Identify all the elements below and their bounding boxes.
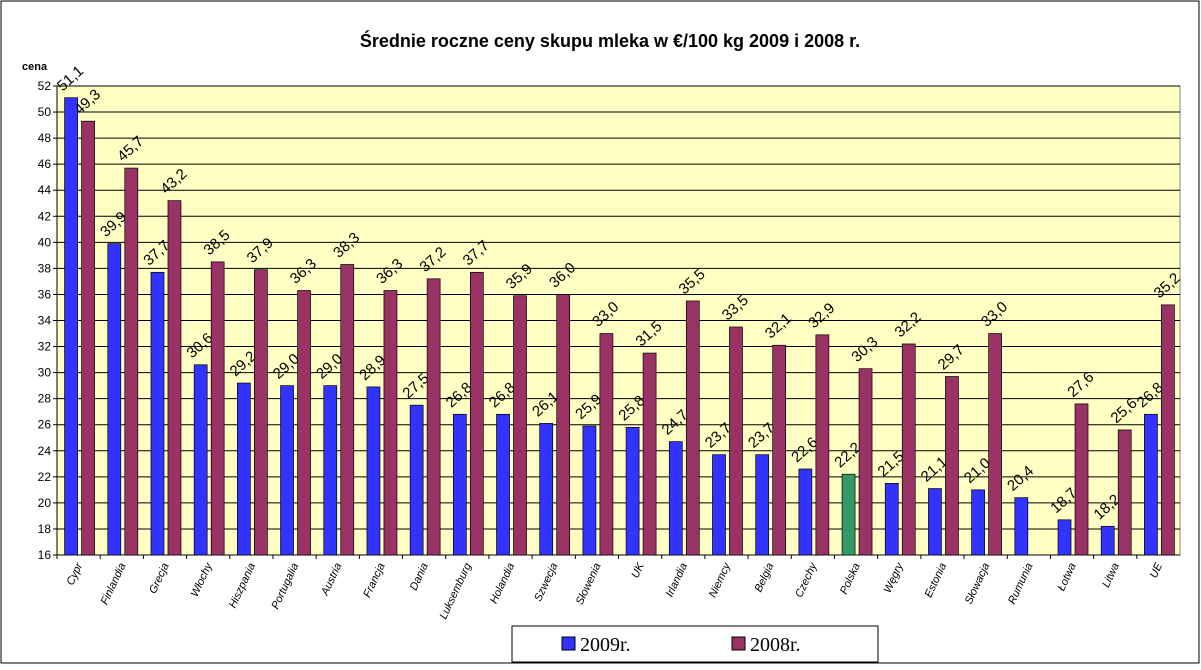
y-tick-label: 34 bbox=[38, 314, 52, 328]
bar bbox=[971, 489, 985, 556]
bar bbox=[297, 290, 311, 556]
bar bbox=[124, 167, 139, 556]
bar bbox=[81, 120, 95, 556]
bar bbox=[901, 343, 916, 556]
bar bbox=[426, 278, 441, 556]
chart-title: Średnie roczne ceny skupu mleka w €/100 … bbox=[360, 30, 860, 51]
bar bbox=[469, 271, 484, 556]
bar bbox=[729, 326, 743, 556]
bar bbox=[452, 413, 467, 556]
bar bbox=[755, 454, 770, 556]
y-tick-label: 42 bbox=[38, 209, 52, 223]
bar bbox=[409, 404, 424, 556]
bar bbox=[254, 269, 268, 556]
bar bbox=[64, 97, 78, 556]
y-tick-label: 28 bbox=[38, 392, 52, 406]
bar bbox=[841, 473, 856, 556]
bar bbox=[988, 333, 1002, 556]
bar bbox=[884, 482, 899, 556]
y-tick-label: 30 bbox=[38, 366, 52, 380]
bar bbox=[928, 488, 942, 556]
y-tick-label: 24 bbox=[38, 444, 52, 458]
bar bbox=[513, 295, 527, 556]
bar bbox=[668, 441, 683, 556]
bar bbox=[858, 368, 873, 556]
y-tick-label: 18 bbox=[38, 522, 52, 536]
bar bbox=[582, 425, 597, 556]
bar bbox=[642, 352, 657, 556]
y-tick-label: 22 bbox=[38, 470, 52, 484]
y-tick-label: 44 bbox=[38, 183, 52, 197]
bar bbox=[798, 468, 813, 556]
y-tick-label: 48 bbox=[38, 131, 52, 145]
bar bbox=[237, 382, 251, 556]
bar bbox=[1117, 429, 1132, 556]
bar bbox=[599, 333, 614, 556]
bar bbox=[150, 271, 165, 556]
bar bbox=[685, 300, 700, 556]
bar bbox=[193, 364, 208, 556]
y-axis-label: cena bbox=[22, 61, 48, 73]
legend-label: 2009r. bbox=[580, 634, 631, 656]
y-tick-label: 26 bbox=[38, 418, 52, 432]
y-tick-label: 50 bbox=[38, 105, 52, 119]
y-tick-label: 32 bbox=[38, 340, 52, 354]
y-tick-label: 38 bbox=[38, 261, 52, 275]
bar bbox=[1100, 525, 1115, 556]
y-tick-label: 20 bbox=[38, 496, 52, 510]
legend-label: 2008r. bbox=[750, 634, 801, 656]
y-tick-label: 52 bbox=[38, 79, 52, 93]
y-tick-label: 40 bbox=[38, 235, 52, 249]
y-tick-label: 16 bbox=[38, 548, 52, 562]
bar bbox=[1144, 413, 1158, 556]
bar bbox=[945, 376, 959, 556]
bar bbox=[556, 294, 571, 556]
bar bbox=[625, 426, 640, 556]
bar bbox=[280, 385, 294, 556]
bar bbox=[1014, 497, 1029, 556]
bar bbox=[712, 454, 726, 556]
y-tick-label: 36 bbox=[38, 287, 52, 301]
bar bbox=[366, 386, 381, 556]
legend-swatch bbox=[731, 636, 746, 651]
legend-swatch bbox=[561, 636, 576, 651]
bar bbox=[107, 243, 122, 556]
bar bbox=[496, 413, 510, 556]
bar bbox=[210, 261, 225, 556]
bar bbox=[167, 200, 182, 556]
bar bbox=[1161, 304, 1175, 556]
bar bbox=[539, 423, 554, 556]
bar bbox=[383, 290, 398, 556]
bar bbox=[815, 334, 830, 556]
bar bbox=[323, 385, 338, 556]
bar bbox=[772, 344, 787, 556]
bar bbox=[1057, 519, 1072, 556]
bar bbox=[340, 264, 355, 556]
bar bbox=[1074, 403, 1089, 556]
y-tick-label: 46 bbox=[38, 157, 52, 171]
